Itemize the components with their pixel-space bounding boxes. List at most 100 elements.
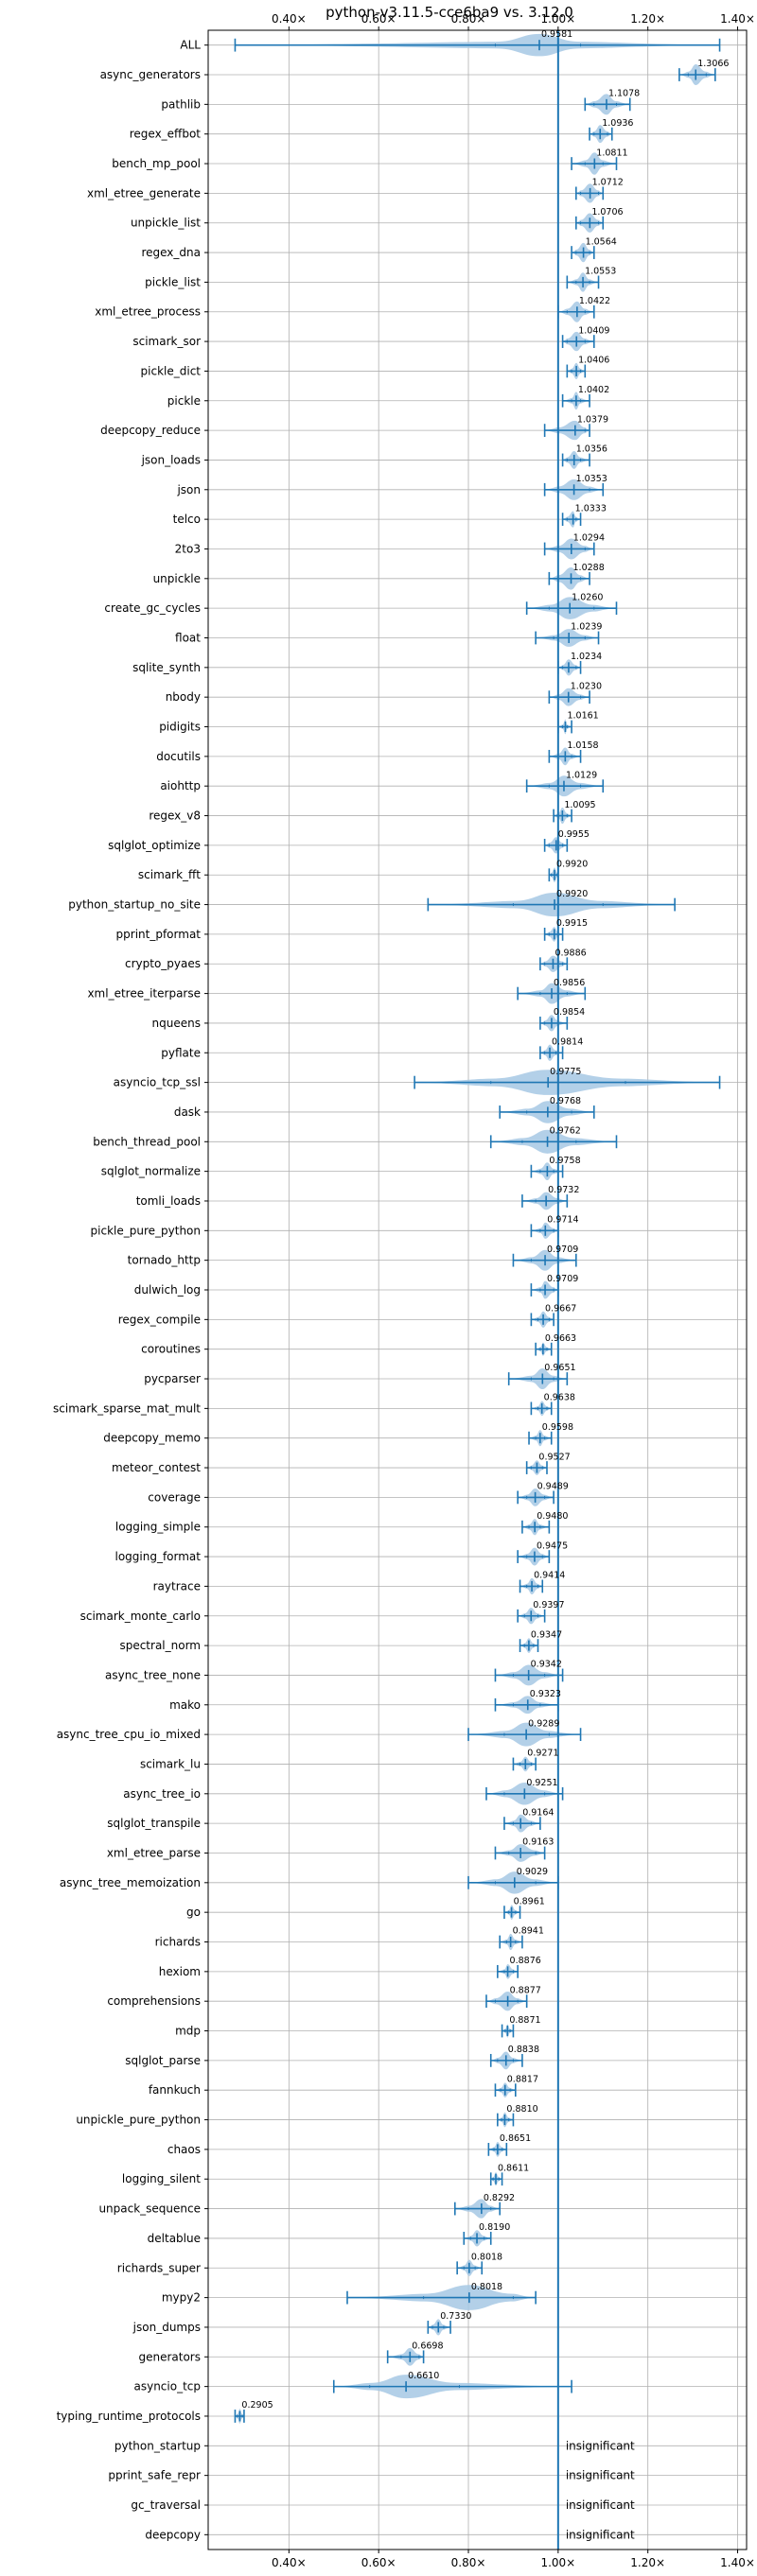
ytick-label-async_tree_cpu_io_mixed: async_tree_cpu_io_mixed — [57, 1728, 201, 1741]
ytick-label-tornado_http: tornado_http — [128, 1254, 201, 1267]
value-label-regex_effbot: 1.0936 — [602, 118, 633, 129]
ytick-label-logging_format: logging_format — [114, 1550, 201, 1563]
value-label-logging_format: 0.9475 — [537, 1540, 568, 1551]
value-label-pycparser: 0.9651 — [544, 1363, 575, 1373]
ytick-label-tomli_loads: tomli_loads — [136, 1194, 201, 1208]
ytick-label-nqueens: nqueens — [152, 1017, 201, 1030]
ytick-label-asyncio_tcp: asyncio_tcp — [133, 2380, 201, 2393]
value-label-pidigits: 1.0161 — [567, 711, 598, 722]
value-label-telco: 1.0333 — [575, 503, 607, 513]
ytick-label-typing_runtime_protocols: typing_runtime_protocols — [57, 2410, 201, 2423]
ytick-label-mypy2: mypy2 — [162, 2291, 201, 2305]
ytick-label-xml_etree_generate: xml_etree_generate — [87, 186, 201, 200]
tick-label-bottom-4: 1.20× — [630, 2556, 665, 2569]
tick-label-top-0: 0.40× — [272, 12, 307, 26]
value-label-spectral_norm: 0.9347 — [531, 1629, 562, 1640]
ytick-label-unpickle: unpickle — [153, 572, 201, 585]
tick-label-top-1: 0.60× — [361, 12, 396, 26]
value-label-regex_compile: 0.9667 — [545, 1304, 576, 1314]
value-label-sqlite_synth: 1.0234 — [571, 652, 602, 662]
value-label-bench_thread_pool: 0.9762 — [550, 1126, 581, 1137]
value-label-mdp: 0.8871 — [509, 2015, 540, 2026]
value-label-meteor_contest: 0.9527 — [538, 1452, 570, 1462]
ytick-label-scimark_fft: scimark_fft — [138, 868, 201, 881]
ytick-label-raytrace: raytrace — [153, 1579, 201, 1593]
value-label-richards: 0.8941 — [513, 1926, 544, 1937]
insignificant-label-deepcopy: insignificant — [566, 2528, 635, 2541]
ytick-label-bench_thread_pool: bench_thread_pool — [93, 1135, 201, 1148]
ytick-label-coverage: coverage — [148, 1490, 201, 1504]
value-label-richards_super: 0.8018 — [471, 2252, 502, 2262]
value-label-unpickle: 1.0288 — [573, 563, 605, 573]
value-label-json_loads: 1.0356 — [576, 444, 607, 455]
ytick-label-comprehensions: comprehensions — [107, 1994, 201, 2008]
whisker-layer — [234, 38, 721, 2423]
ytick-label-mako: mako — [169, 1698, 201, 1712]
ytick-label-generators: generators — [138, 2350, 201, 2363]
value-label-pathlib: 1.1078 — [608, 89, 640, 99]
value-label-aiohttp: 1.0129 — [566, 770, 597, 780]
tick-label-top-4: 1.20× — [630, 12, 665, 26]
value-label-sqlglot_normalize: 0.9758 — [549, 1156, 580, 1166]
value-label-scimark_monte_carlo: 0.9397 — [533, 1600, 564, 1610]
value-label-bench_mp_pool: 1.0811 — [596, 148, 627, 158]
value-label-go: 0.8961 — [514, 1896, 545, 1906]
ytick-label-deepcopy_memo: deepcopy_memo — [103, 1432, 201, 1445]
value-label-regex_v8: 1.0095 — [564, 800, 595, 810]
tick-label-bottom-0: 0.40× — [272, 2556, 307, 2569]
plot-frame — [207, 29, 748, 2550]
tick-label-top-2: 0.80× — [451, 12, 486, 26]
value-label-regex_dna: 1.0564 — [586, 236, 617, 247]
value-label-xml_etree_generate: 1.0712 — [592, 178, 624, 188]
ytick-label-json_dumps: json_dumps — [132, 2321, 201, 2334]
ytick-label-ALL: ALL — [180, 39, 201, 52]
value-label-pickle: 1.0402 — [578, 385, 609, 395]
value-label-dulwich_log: 0.9709 — [547, 1274, 578, 1284]
ytick-label-logging_simple: logging_simple — [115, 1521, 201, 1534]
ytick-label-python_startup: python_startup — [114, 2439, 201, 2452]
value-label-unpickle_list: 1.0706 — [591, 207, 623, 218]
ytick-label-pickle_list: pickle_list — [145, 275, 201, 288]
ytick-label-pickle: pickle — [167, 394, 201, 408]
ytick-label-richards_super: richards_super — [117, 2261, 201, 2274]
ytick-label-scimark_monte_carlo: scimark_monte_carlo — [80, 1610, 201, 1623]
value-label-fannkuch: 0.8817 — [507, 2074, 538, 2084]
value-label-logging_simple: 0.9480 — [537, 1511, 568, 1522]
ytick-label-gc_traversal: gc_traversal — [131, 2498, 201, 2512]
ytick-label-pycparser: pycparser — [144, 1372, 201, 1385]
grid-layer: 0.40× 0.40× 0.60× 0.60× 0.80× 0.80× 1.00× 1.00×… — [53, 12, 755, 2569]
tick-label-bottom-2: 0.80× — [451, 2556, 486, 2569]
ytick-label-scimark_lu: scimark_lu — [140, 1757, 201, 1770]
ytick-label-go: go — [186, 1906, 201, 1919]
value-label-pickle_list: 1.0553 — [585, 267, 616, 277]
ytick-label-dask: dask — [174, 1105, 201, 1119]
insignificant-label-gc_traversal: insignificant — [566, 2498, 635, 2512]
value-label-hexiom: 0.8876 — [510, 1956, 541, 1966]
value-label-json_dumps: 0.7330 — [440, 2311, 471, 2322]
ytick-label-float: float — [175, 631, 201, 644]
value-label-coroutines: 0.9663 — [545, 1333, 576, 1344]
value-label-generators: 0.6698 — [412, 2341, 443, 2352]
ytick-label-python_startup_no_site: python_startup_no_site — [68, 898, 201, 912]
value-label-typing_runtime_protocols: 0.2905 — [241, 2400, 273, 2411]
value-label-docutils: 1.0158 — [567, 740, 598, 751]
ytick-label-xml_etree_parse: xml_etree_parse — [107, 1846, 201, 1859]
value-label-deepcopy_reduce: 1.0379 — [577, 414, 608, 425]
ytick-label-regex_v8: regex_v8 — [149, 809, 201, 823]
ytick-label-nbody: nbody — [166, 690, 201, 704]
value-label-scimark_sparse_mat_mult: 0.9638 — [544, 1393, 575, 1403]
value-label-nqueens: 0.9854 — [554, 1007, 585, 1018]
ytick-label-spectral_norm: spectral_norm — [119, 1639, 201, 1652]
value-label-tomli_loads: 0.9732 — [548, 1185, 579, 1195]
value-label-async_tree_memoization: 0.9029 — [517, 1867, 548, 1877]
ytick-label-sqlglot_transpile: sqlglot_transpile — [107, 1817, 201, 1830]
value-label-sqlglot_parse: 0.8838 — [508, 2045, 539, 2055]
ytick-label-deltablue: deltablue — [148, 2232, 201, 2245]
ytick-label-async_generators: async_generators — [100, 68, 201, 81]
value-label-async_tree_cpu_io_mixed: 0.9289 — [528, 1718, 559, 1729]
value-label-pickle_dict: 1.0406 — [578, 356, 609, 366]
ytick-label-deepcopy: deepcopy — [145, 2528, 201, 2541]
ytick-label-bench_mp_pool: bench_mp_pool — [112, 157, 201, 170]
